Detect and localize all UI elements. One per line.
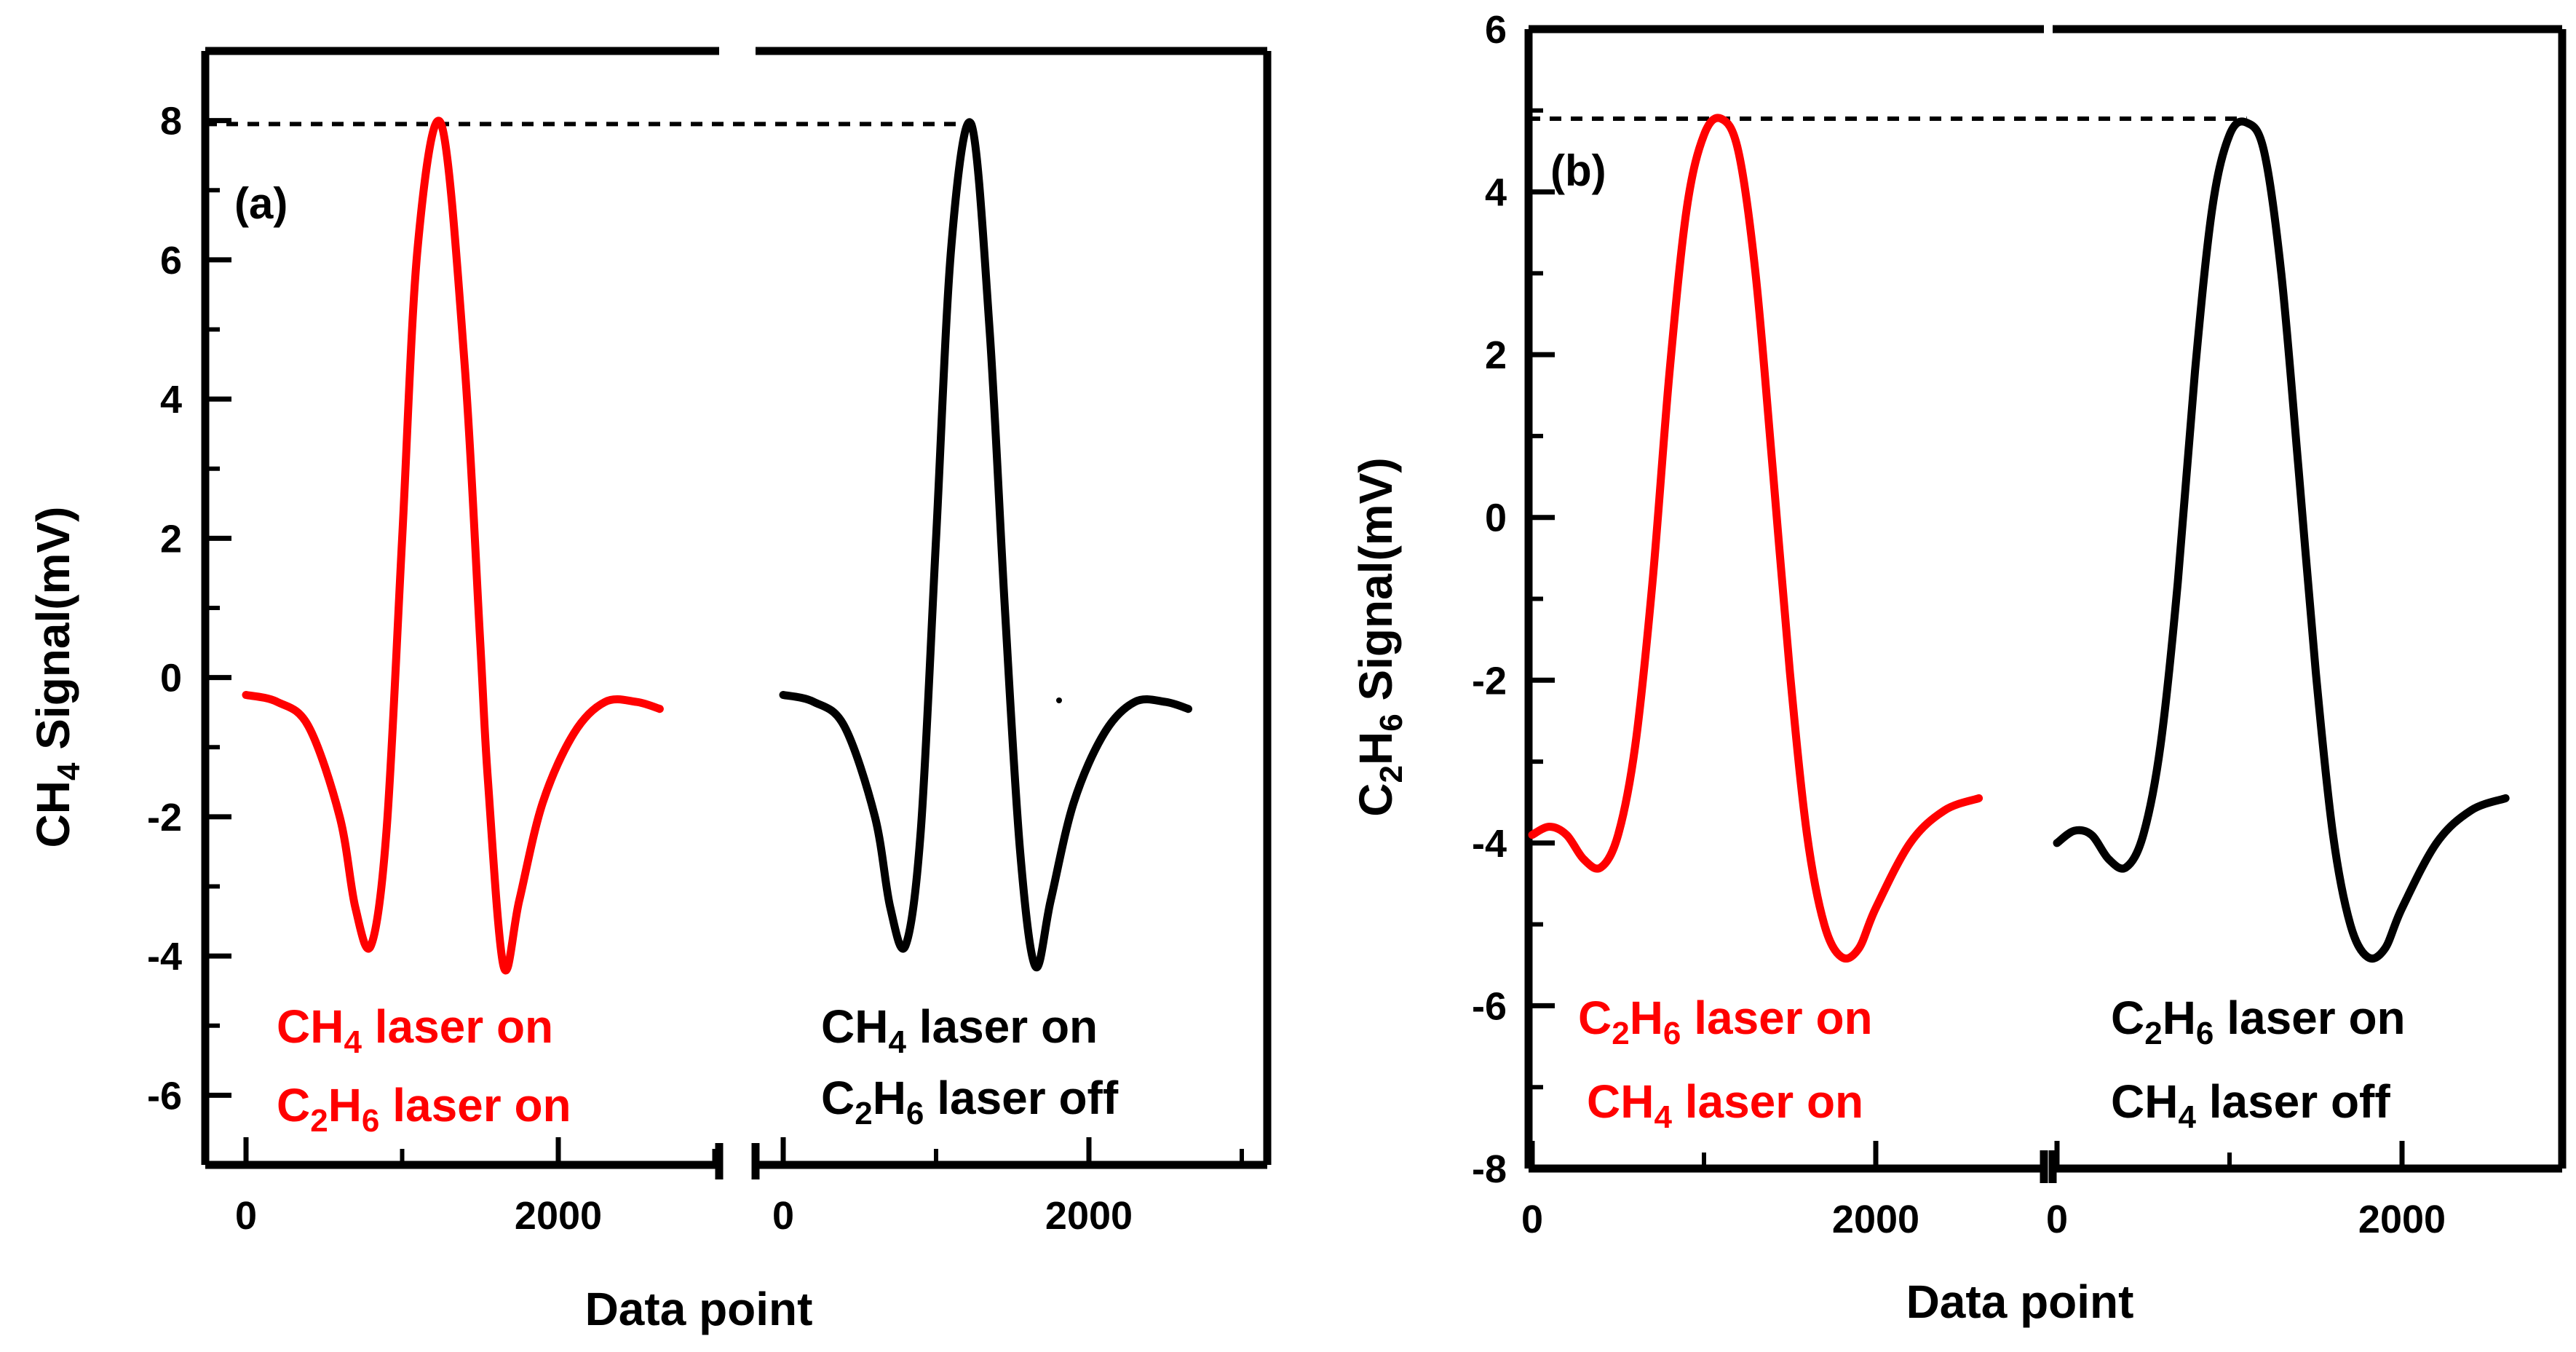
a-y-tick-label-0: 8: [160, 100, 182, 143]
b-y-tick-label-2: 2: [1485, 333, 1507, 377]
panel-b: 6 4 2 0 -2 -4 -6 -8 0 2000 0 2000 (b) C2H6 Signal(…: [1350, 8, 2567, 1328]
panel-a: 8 6 4 2 0 -2 -4 -6 0 2000 0 2000 (a) CH4 Signal(mV…: [27, 47, 1272, 1335]
a-y-tick-label-3: 2: [160, 517, 182, 561]
a-y-tick-label-4: 0: [160, 657, 182, 700]
a-x-tick-label-left-1: 2000: [515, 1194, 602, 1238]
a-x-tick-label-right-1: 2000: [1045, 1194, 1133, 1238]
panel-b-x-ticks: 0 2000 0 2000: [1521, 1141, 2446, 1241]
panel-b-legend-red-line2: CH4 laser on: [1587, 1075, 1863, 1135]
b-y-tick-label-3: 0: [1485, 497, 1507, 540]
b-y-tick-label-1: 4: [1485, 171, 1507, 215]
b-y-tick-label-0: 6: [1485, 8, 1507, 52]
panel-a-legend-black-line1: CH4 laser on: [821, 1000, 1098, 1060]
panel-b-x-axis-label: Data point: [1906, 1276, 2134, 1328]
b-x-tick-label-left-0: 0: [1521, 1198, 1543, 1241]
panel-b-label: (b): [1550, 146, 1606, 195]
b-y-tick-label-7: -8: [1472, 1147, 1507, 1191]
a-y-tick-label-6: -4: [147, 935, 182, 979]
a-y-tick-label-7: -6: [147, 1074, 182, 1118]
b-x-tick-label-left-1: 2000: [1832, 1198, 1919, 1241]
panel-b-y-ticks: 6 4 2 0 -2 -4 -6 -8: [1472, 8, 1555, 1191]
panel-b-legend-red-line1: C2H6 laser on: [1578, 992, 1873, 1051]
panel-a-legend-red-line1: CH4 laser on: [277, 1000, 553, 1060]
panel-b-series-black: [2053, 117, 2510, 963]
b-y-tick-label-4: -2: [1472, 659, 1507, 703]
panel-a-legend-red-line2: C2H6 laser on: [277, 1079, 571, 1139]
panel-a-y-ticks: 8 6 4 2 0 -2 -4 -6: [147, 100, 231, 1118]
a-y-tick-label-1: 6: [160, 239, 182, 282]
b-y-tick-label-6: -6: [1472, 984, 1507, 1028]
b-y-tick-label-5: -4: [1472, 822, 1507, 866]
panel-b-legend-black-line1: C2H6 laser on: [2111, 992, 2406, 1051]
panel-b-legend-black-line2: CH4 laser off: [2111, 1075, 2390, 1135]
b-x-tick-label-right-0: 0: [2046, 1198, 2068, 1241]
panel-a-legend-black-line2: C2H6 laser off: [821, 1072, 1119, 1131]
panel-a-label: (a): [234, 179, 288, 228]
panel-a-stray-dot: [1056, 697, 1062, 703]
panel-a-x-axis-label: Data point: [585, 1283, 813, 1335]
panel-b-series-red: [1528, 114, 1983, 963]
b-x-tick-label-right-1: 2000: [2358, 1198, 2446, 1241]
a-y-tick-label-2: 4: [160, 378, 182, 422]
panel-a-series-red: [242, 116, 664, 975]
panel-a-y-axis-label: CH4 Signal(mV): [27, 507, 87, 848]
a-x-tick-label-left-0: 0: [235, 1194, 257, 1238]
panel-b-y-axis-label: C2H6 Signal(mV): [1350, 457, 1409, 816]
panel-a-x-ticks: 0 2000 0 2000: [235, 1137, 1244, 1238]
panel-a-series-black: [779, 118, 1192, 972]
a-y-tick-label-5: -2: [147, 796, 182, 839]
a-x-tick-label-right-0: 0: [772, 1194, 794, 1238]
